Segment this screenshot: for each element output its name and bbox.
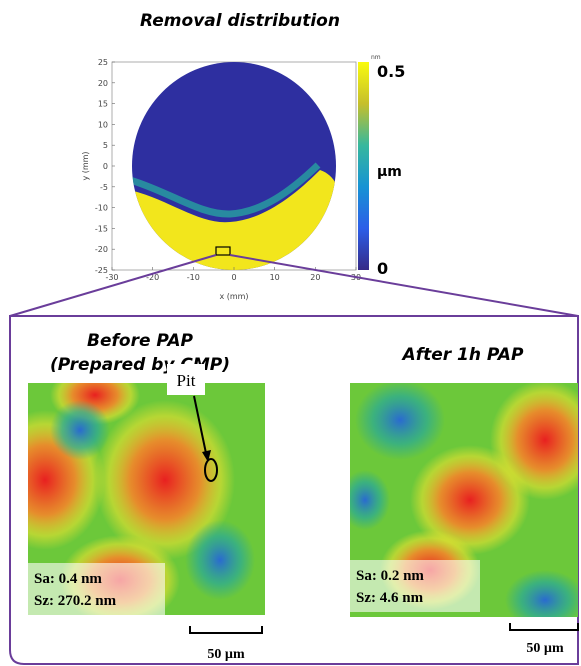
removal-map: [132, 62, 336, 270]
before-sa: Sa: 0.4 nm: [34, 571, 102, 587]
y-tick-label: -15: [95, 224, 108, 233]
x-tick-label: -20: [146, 273, 159, 282]
image-blob: [185, 520, 255, 600]
pit-label: Pit: [177, 371, 196, 390]
colorbar-unit-small: nm: [371, 54, 381, 61]
y-tick-label: -5: [100, 183, 108, 192]
before-scale-bar: [189, 626, 263, 634]
colorbar-min: 0: [377, 259, 388, 278]
y-tick-label: -25: [95, 266, 108, 275]
colorbar-unit: µm: [377, 164, 402, 180]
pit-label-box: [167, 364, 205, 395]
colorbar-max: 0.5: [377, 62, 405, 81]
colorbar: [358, 62, 369, 270]
y-tick-label: -20: [95, 245, 108, 254]
after-stats-box: [350, 560, 480, 612]
after-scale-label: 50 µm: [526, 641, 564, 656]
x-tick-label: 20: [310, 273, 320, 282]
pit-arrow: [193, 395, 208, 459]
y-tick-label: -10: [95, 204, 108, 213]
map-high: [132, 170, 336, 270]
y-tick-label: 15: [98, 100, 108, 109]
zoom-box: [215, 246, 231, 256]
y-tick-label: 10: [98, 120, 108, 129]
before-title: Before PAP: [87, 331, 193, 351]
map-mid: [132, 162, 321, 218]
y-tick-label: 0: [103, 162, 108, 171]
x-tick-label: -30: [105, 273, 118, 282]
y-tick-label: 5: [103, 141, 108, 150]
x-tick-label: -10: [187, 273, 200, 282]
zoom-line: [9, 254, 217, 317]
after-sa: Sa: 0.2 nm: [356, 568, 424, 584]
before-stats-box: [28, 563, 165, 615]
pit-marker: [204, 458, 218, 482]
after-scale-bar: [509, 623, 579, 631]
x-axis-label: x (mm): [219, 292, 248, 301]
image-blob: [505, 570, 578, 617]
after-sz: Sz: 4.6 nm: [356, 590, 424, 606]
image-blob: [355, 383, 445, 460]
zoom-panel: [9, 315, 579, 665]
x-tick-label: 10: [270, 273, 280, 282]
image-blob: [490, 383, 578, 500]
image-blob: [50, 400, 110, 460]
y-axis-label: y (mm): [81, 151, 90, 180]
image-blob: [95, 400, 235, 560]
after-title: After 1h PAP: [401, 345, 524, 365]
y-tick-label: 25: [98, 58, 108, 67]
before-sz: Sz: 270.2 nm: [34, 593, 117, 609]
image-blob: [350, 470, 390, 530]
before-scale-label: 50 µm: [207, 647, 245, 662]
heatmap: nm 0.5 µm 0 x (mm) y (mm) -30 -20 -10 0 10 20…: [81, 54, 405, 301]
zoom-line: [229, 254, 579, 317]
title: Removal distribution: [140, 11, 340, 31]
x-tick-label: 0: [231, 273, 236, 282]
y-tick-label: 20: [98, 79, 108, 88]
